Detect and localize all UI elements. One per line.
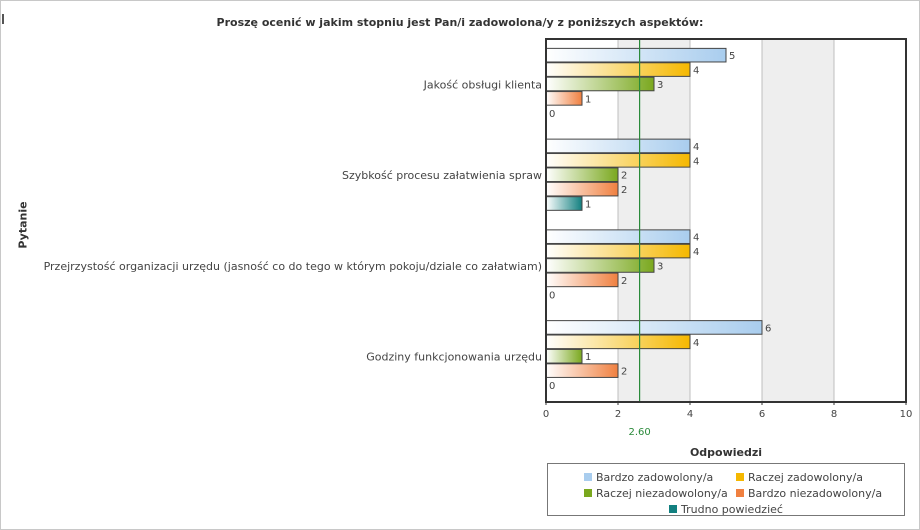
bar — [545, 167, 619, 183]
data-label: 1 — [585, 200, 591, 211]
data-label: 4 — [693, 142, 699, 153]
data-label: 4 — [693, 247, 699, 258]
data-label: 4 — [693, 66, 699, 77]
legend-label: Raczej niezadowolony/a — [596, 487, 728, 500]
grid-band — [690, 39, 762, 402]
bar — [545, 363, 619, 378]
data-label: 4 — [693, 338, 699, 349]
data-label: 4 — [693, 156, 699, 167]
grid-band — [834, 39, 906, 402]
data-label: 6 — [765, 323, 771, 334]
bar — [545, 153, 691, 168]
reference-line-label: 2.60 — [628, 427, 650, 438]
legend-item: Bardzo zadowolony/a — [584, 471, 713, 484]
data-label: 3 — [657, 261, 663, 272]
corner-mark — [2, 14, 4, 24]
category-label: Szybkość procesu załatwienia spraw — [342, 169, 542, 182]
category-label: Jakość obsługi klienta — [423, 78, 542, 91]
data-label: 4 — [693, 233, 699, 244]
chart-title: Proszę ocenić w jakim stopniu jest Pan/i… — [216, 16, 704, 29]
bar — [545, 348, 583, 364]
data-label: 1 — [585, 94, 591, 105]
bar — [545, 258, 655, 273]
x-axis-label: Odpowiedzi — [689, 446, 763, 459]
bar — [545, 62, 691, 77]
x-tick-label: 4 — [687, 409, 693, 420]
x-tick-label: 2 — [615, 409, 621, 420]
legend-item: Raczej zadowolony/a — [736, 471, 863, 484]
legend-swatch — [669, 505, 678, 513]
bar — [545, 181, 619, 197]
legend-label: Raczej zadowolony/a — [748, 471, 863, 484]
data-label: 1 — [585, 352, 591, 363]
bar — [545, 272, 619, 288]
plot-border — [545, 38, 907, 403]
data-label: 2 — [621, 367, 627, 378]
data-label: 5 — [729, 51, 735, 62]
bar — [545, 243, 691, 259]
legend-label: Bardzo zadowolony/a — [596, 471, 714, 484]
bar — [545, 47, 727, 63]
data-label: 0 — [549, 381, 555, 392]
bar — [545, 229, 691, 244]
x-tick-label: 0 — [543, 409, 549, 420]
bar — [545, 320, 763, 335]
legend-swatch — [736, 489, 744, 497]
bar — [545, 91, 583, 106]
bar — [545, 76, 655, 92]
category-label: Godziny funkcjonowania urzędu — [366, 351, 542, 364]
data-label: 2 — [621, 171, 627, 182]
legend-swatch — [584, 473, 592, 481]
legend-label: Trudno powiedzieć — [681, 503, 783, 516]
data-label: 0 — [549, 290, 555, 301]
data-label: 0 — [549, 109, 555, 120]
legend-swatch — [736, 473, 744, 481]
x-tick-label: 6 — [759, 409, 765, 420]
x-tick-label: 8 — [831, 409, 837, 420]
grid-band — [762, 39, 834, 402]
legend-label: Bardzo niezadowolony/a — [748, 487, 883, 500]
data-label: 2 — [621, 276, 627, 287]
bar — [545, 196, 583, 211]
category-label: Przejrzystość organizacji urzędu (jasnoś… — [44, 260, 542, 273]
legend-item: Bardzo niezadowolony/a — [736, 487, 882, 500]
legend-item: Trudno powiedzieć — [548, 503, 904, 516]
bar — [545, 138, 691, 154]
x-tick-label: 10 — [900, 409, 913, 420]
data-label: 3 — [657, 80, 663, 91]
data-label: 2 — [621, 185, 627, 196]
bar — [545, 334, 691, 350]
legend-item: Raczej niezadowolony/a — [584, 487, 728, 500]
legend-swatch — [584, 489, 592, 497]
legend: Bardzo zadowolony/a Raczej zadowolony/a Ra… — [547, 463, 905, 516]
